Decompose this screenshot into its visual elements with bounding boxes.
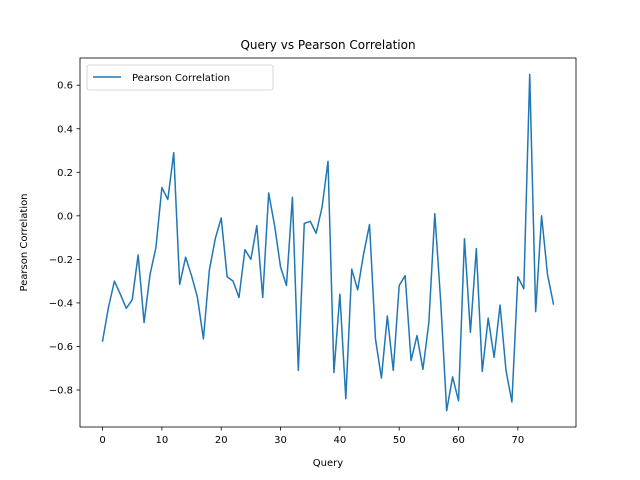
plot-area — [101, 73, 555, 412]
x-tick-label: 70 — [511, 435, 524, 446]
series-line — [101, 73, 555, 412]
y-tick-label: 0.2 — [57, 168, 73, 179]
x-axis-label: Query — [313, 458, 343, 469]
y-tick-label: 0.4 — [57, 124, 73, 135]
x-tick-label: 50 — [393, 435, 406, 446]
x-tick-label: 0 — [99, 435, 105, 446]
y-tick-label: −0.6 — [49, 342, 73, 353]
y-tick-label: −0.2 — [49, 255, 73, 266]
y-tick-label: 0.0 — [57, 211, 73, 222]
legend-box — [86, 64, 274, 91]
y-tick-label: −0.8 — [49, 385, 73, 396]
x-tick-label: 20 — [215, 435, 228, 446]
axes-frame — [79, 57, 577, 428]
x-axis-ticks: 0 10 20 30 40 50 60 70 — [99, 427, 524, 446]
y-axis-label: Pearson Correlation — [19, 193, 30, 291]
x-tick-label: 30 — [274, 435, 287, 446]
y-tick-label: 0.6 — [57, 81, 73, 92]
legend-label: Pearson Correlation — [132, 73, 230, 84]
legend: Pearson Correlation — [86, 64, 274, 91]
x-tick-label: 40 — [333, 435, 346, 446]
y-tick-label: −0.4 — [49, 298, 73, 309]
chart-title: Query vs Pearson Correlation — [240, 38, 415, 52]
x-tick-label: 10 — [156, 435, 169, 446]
x-tick-label: 60 — [452, 435, 465, 446]
y-axis-ticks: −0.8 −0.6 −0.4 −0.2 0.0 0.2 0.4 0.6 — [49, 81, 80, 396]
